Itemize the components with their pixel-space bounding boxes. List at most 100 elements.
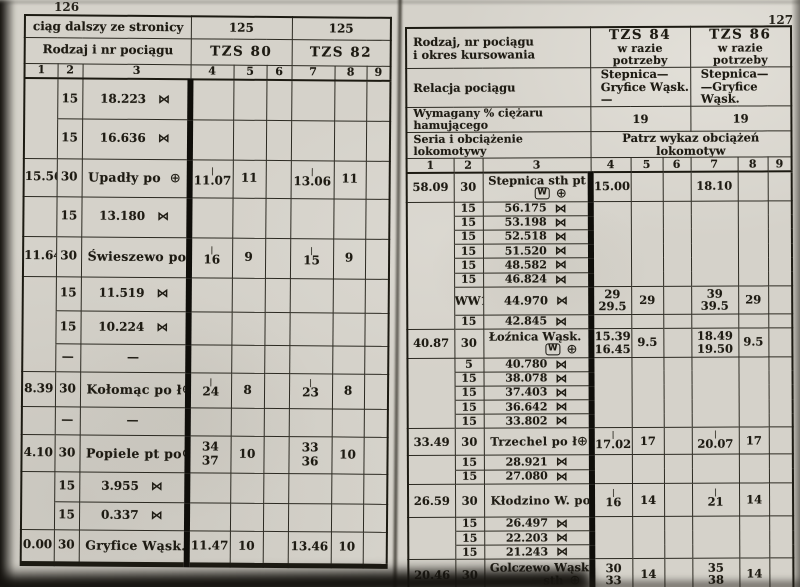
speed-cell: 15 (454, 272, 484, 287)
km-cell: 8.39 (21, 370, 56, 407)
time-cell: 13.46 (287, 531, 331, 566)
speed-cell: 15 (53, 501, 80, 530)
km-cell: 33.49 (407, 428, 455, 456)
station-row: 4.10 30 Popiele pt po ⊕ 34 37 10 33 36 10 (21, 433, 388, 474)
point-cell: 46.824 ⋈ (483, 272, 592, 287)
level-crossing-icon: ⋈ (150, 508, 163, 523)
speed-cell: 15 (56, 118, 83, 159)
point-cell: 36.642 ⋈ (483, 399, 592, 415)
time-cell: | 13.06 (290, 160, 334, 199)
point-cell: 26.497 ⋈ (484, 516, 593, 532)
train-header-row: Rodzaj, nr pociągu i okres kursowania TZ… (406, 26, 792, 69)
speed-cell: 15 (454, 414, 484, 429)
station-cell: Popiele pt po ⊕ (79, 434, 188, 473)
speed-cell: 15 (455, 531, 485, 546)
relation-row: Relacja pociągu Stepnica— Gryfice Wąsk.—… (406, 66, 792, 108)
level-crossing-icon: ⋈ (556, 544, 569, 559)
train-number: TZS 84 w razie potrzeby (590, 26, 691, 68)
station-cell: Łoźnica Wąsk. W ⊕ (483, 328, 592, 358)
right-page-number: 127 (768, 13, 794, 27)
point-cell: 11.519 ⋈ (80, 276, 189, 312)
point-cell: 52.518 ⋈ (482, 229, 591, 245)
km-cell: 0.00 (20, 528, 54, 564)
time-cell: 33 36 (288, 436, 332, 474)
point-cell: 33.802 ⋈ (483, 413, 592, 429)
speed-cell: WW1 (454, 286, 484, 315)
time-cell: 29 29.5 (591, 286, 632, 315)
speed-cell: 15 (453, 244, 484, 259)
point-cell: 27.080 ⋈ (483, 469, 593, 484)
dwell-cell: 10 (230, 435, 264, 473)
dash-row: — — (21, 405, 388, 437)
dwell-cell: 29 (738, 285, 769, 314)
level-crossing-icon: ⋈ (157, 209, 170, 224)
speed-cell: 30 (454, 329, 484, 358)
speed-cell: 15 (455, 545, 485, 560)
point-cell: 51.520 ⋈ (482, 243, 592, 259)
level-crossing-icon: ⋈ (554, 201, 567, 215)
station-cell: Gryfice Wąsk.W (78, 529, 187, 565)
left-timetable: ciąg dalszy ze stronicy 125 125 Rodzaj i… (19, 14, 393, 569)
station-circle-plus-icon: ⊕ (555, 185, 567, 201)
left-page-number: 126 (54, 0, 80, 14)
train-type-label: Rodzaj, nr pociągu i okres kursowania (406, 27, 591, 69)
level-crossing-icon: ⋈ (157, 131, 170, 146)
station-cell: Trzechel po ł ⊕ (483, 428, 592, 456)
level-crossing-icon: ⋈ (555, 516, 569, 531)
level-crossing-icon: ⋈ (555, 292, 568, 307)
time-cell: 15.00 (590, 171, 631, 202)
speed-cell: 30 (53, 529, 79, 564)
level-crossing-icon: ⋈ (156, 319, 169, 335)
dwell-cell: 9 (231, 237, 266, 278)
page-fold-line (393, 0, 402, 587)
speed-cell: 15 (453, 230, 483, 245)
point-cell: 18.223 ⋈ (82, 78, 191, 120)
crossing-row: 15 11.519 ⋈ (22, 275, 389, 313)
continued-from-label: ciąg dalszy ze stronicy (24, 15, 191, 39)
right-timetable: Rodzaj, nr pociągu i okres kursowania TZ… (405, 25, 795, 587)
time-cell: | 15 (289, 238, 334, 279)
page-ref: 125 (190, 16, 292, 40)
station-row: 0.00 30 Gryfice Wąsk.W 11.47 10 13.46 10 (20, 528, 387, 566)
point-cell: 10.224 ⋈ (80, 310, 189, 345)
level-crossing-icon: ⋈ (150, 479, 163, 494)
waypoint-row: WW1 44.970 ⋈ 29 29.5 29 39 39.5 29 (407, 285, 793, 316)
speed-cell: 30 (54, 371, 81, 407)
dwell-cell: 10 (330, 531, 363, 566)
page-edge-right (791, 0, 800, 587)
relation-value: Stepnica— Gryfice Wąsk.— (590, 67, 691, 107)
speed-cell: 15 (454, 314, 484, 330)
km-cell: 11.64 (22, 236, 57, 277)
time-cell: | 11.07 (189, 159, 233, 198)
dwell-cell: 14 (739, 482, 770, 516)
level-crossing-icon: ⋈ (555, 314, 568, 329)
speed-cell: 15 (454, 455, 484, 470)
speed-cell: 15 (453, 201, 483, 217)
station-row: 40.87 30 Łoźnica Wąsk. W ⊕ 15.39 16.45 9.5… (407, 327, 793, 359)
book-edge-shadow (0, 0, 15, 587)
level-crossing-icon: ⋈ (554, 272, 567, 286)
time-cell: | 23 (288, 373, 333, 409)
speed-cell: 15 (453, 215, 483, 231)
station-row: 11.64 30 Świeszewo po ⊕ | 16 9 | 15 9 (22, 236, 390, 279)
station-circle-plus-icon: ⊕ (169, 170, 181, 186)
dwell-cell: 8 (331, 373, 365, 409)
paper-stain (60, 300, 320, 520)
speed-cell: 30 (454, 483, 485, 518)
point-cell: 53.198 ⋈ (482, 215, 591, 231)
relation-label: Relacja pociągu (406, 67, 591, 108)
station-circle-plus-icon: ⊕ (566, 341, 578, 357)
level-crossing-icon: ⋈ (555, 469, 568, 483)
loco-label: Seria i obciążenie lokomotywy (406, 131, 591, 159)
time-cell: | 20.07 (691, 427, 739, 455)
speed-cell: 15 (454, 386, 484, 401)
dwell-cell: 11 (333, 160, 366, 199)
point-cell: 40.780 ⋈ (483, 357, 592, 372)
station-row: 8.39 30 Kołomąc po ł ⊕ | 24 8 | 23 8 (21, 370, 389, 409)
bottom-shadow (0, 569, 591, 587)
dwell-cell: 8 (230, 372, 265, 408)
train-number: TZS 80 (190, 38, 292, 66)
bottom-shadow (540, 581, 800, 587)
speed-cell: 30 (56, 158, 82, 197)
